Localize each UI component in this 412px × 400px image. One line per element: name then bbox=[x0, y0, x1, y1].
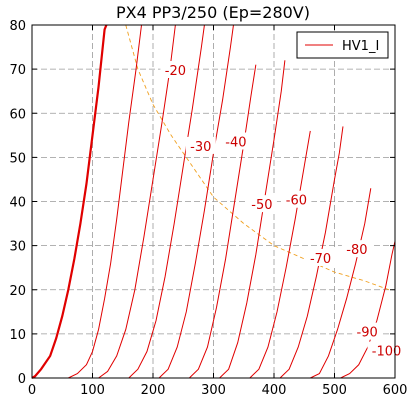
curve-label-bg bbox=[305, 248, 336, 266]
legend-label: HV1_I bbox=[342, 39, 379, 54]
series-line bbox=[32, 60, 286, 379]
legend-box bbox=[296, 31, 389, 59]
curve-label-bg bbox=[281, 190, 312, 208]
curve-label: -60 bbox=[286, 194, 307, 209]
y-tick-label: 50 bbox=[9, 151, 26, 166]
curve-label-bg bbox=[160, 61, 191, 79]
y-tick-label: 60 bbox=[9, 107, 26, 122]
load-line bbox=[125, 24, 390, 291]
series-line bbox=[32, 188, 372, 379]
y-tick-label: 80 bbox=[9, 19, 26, 34]
y-tick-label: 30 bbox=[9, 240, 26, 255]
series-line bbox=[32, 126, 344, 379]
y-tick-label: 10 bbox=[9, 328, 26, 343]
series-line bbox=[32, 24, 176, 379]
series-line bbox=[31, 24, 108, 379]
curve-labels: -20 -30 -40 -50 -60 -70 -80 -90 -100 bbox=[160, 61, 406, 360]
x-tick-label: 200 bbox=[141, 383, 166, 398]
curve-label: -50 bbox=[251, 198, 272, 213]
y-tick-label: 40 bbox=[9, 196, 26, 211]
curve-label-bg bbox=[341, 240, 372, 258]
x-tick-label: 600 bbox=[383, 383, 408, 398]
curve-label: -80 bbox=[346, 243, 367, 258]
series-line bbox=[32, 24, 205, 379]
curve-label-bg bbox=[367, 341, 406, 359]
curve-label: -70 bbox=[310, 252, 331, 267]
series-line bbox=[32, 24, 234, 379]
y-tick-label: 70 bbox=[9, 63, 26, 78]
y-tick-label: 20 bbox=[9, 284, 26, 299]
axis-ticks: 0 100 200 300 400 500 600 0 10 20 30 40 50 60 70 80 bbox=[9, 19, 407, 398]
x-tick-label: 100 bbox=[80, 383, 105, 398]
series-line bbox=[32, 24, 143, 379]
x-tick-label: 400 bbox=[262, 383, 287, 398]
grid bbox=[32, 25, 395, 378]
chart-title: PX4 PP3/250 (Ep=280V) bbox=[116, 3, 310, 22]
curve-label: -40 bbox=[225, 135, 246, 150]
legend: HV1_I bbox=[296, 31, 389, 59]
series-line bbox=[32, 64, 257, 379]
curve-label: -20 bbox=[165, 64, 186, 79]
curve-label-bg bbox=[185, 136, 216, 154]
curve-label-bg bbox=[220, 132, 251, 150]
curve-label-bg bbox=[352, 322, 383, 340]
curve-label: -100 bbox=[372, 345, 402, 360]
curve-label-bg bbox=[246, 195, 277, 213]
curve-label: -90 bbox=[357, 326, 378, 341]
series-line bbox=[32, 130, 311, 379]
y-tick-label: 0 bbox=[18, 372, 26, 387]
x-tick-label: 300 bbox=[201, 383, 226, 398]
x-tick-label: 0 bbox=[28, 383, 36, 398]
curve-label: -30 bbox=[190, 140, 211, 155]
curves bbox=[31, 24, 396, 379]
x-tick-label: 500 bbox=[322, 383, 347, 398]
